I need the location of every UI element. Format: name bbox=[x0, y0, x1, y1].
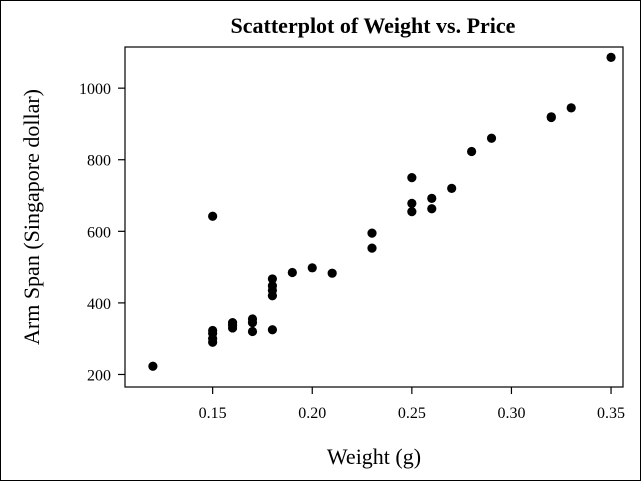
data-point bbox=[407, 207, 417, 217]
data-point bbox=[208, 325, 218, 336]
data-point bbox=[566, 103, 576, 113]
data-point bbox=[267, 325, 278, 335]
plot-area bbox=[124, 46, 624, 388]
data-point bbox=[247, 326, 258, 337]
data-point bbox=[427, 193, 437, 203]
x-tick-label: 0.15 bbox=[199, 405, 227, 422]
y-tick-label: 600 bbox=[87, 224, 111, 241]
chart-title: Scatterplot of Weight vs. Price bbox=[231, 13, 516, 38]
data-point bbox=[486, 133, 497, 143]
data-points bbox=[148, 52, 616, 371]
x-axis: 0.15 0.20 0.25 0.30 0.35 bbox=[199, 387, 625, 422]
x-tick-label: 0.35 bbox=[597, 405, 625, 422]
y-tick-label: 400 bbox=[87, 296, 111, 313]
data-point bbox=[467, 146, 477, 157]
x-tick-label: 0.25 bbox=[398, 405, 426, 422]
data-point bbox=[287, 267, 297, 278]
data-point bbox=[447, 183, 457, 193]
y-axis-label: Arm Span (Singapore dollar) bbox=[19, 89, 44, 345]
data-point bbox=[148, 361, 158, 371]
y-tick-label: 800 bbox=[87, 153, 111, 170]
x-tick-label: 0.20 bbox=[298, 405, 326, 422]
data-point bbox=[606, 52, 616, 62]
data-point bbox=[407, 173, 417, 183]
data-point bbox=[267, 281, 278, 291]
data-point bbox=[247, 314, 258, 324]
data-point bbox=[327, 268, 337, 278]
data-point bbox=[367, 243, 377, 253]
y-axis: 200 400 600 800 1000 bbox=[79, 81, 125, 384]
data-point bbox=[227, 317, 238, 328]
data-point bbox=[267, 274, 278, 284]
data-point bbox=[407, 198, 417, 208]
y-tick-label: 200 bbox=[87, 367, 111, 384]
data-point bbox=[546, 112, 556, 122]
data-point bbox=[427, 204, 437, 214]
data-point bbox=[367, 228, 377, 238]
x-tick-label: 0.30 bbox=[497, 405, 525, 422]
data-point bbox=[208, 211, 218, 221]
data-point bbox=[307, 263, 317, 273]
y-tick-label: 1000 bbox=[79, 81, 111, 98]
x-axis-label: Weight (g) bbox=[327, 444, 421, 469]
